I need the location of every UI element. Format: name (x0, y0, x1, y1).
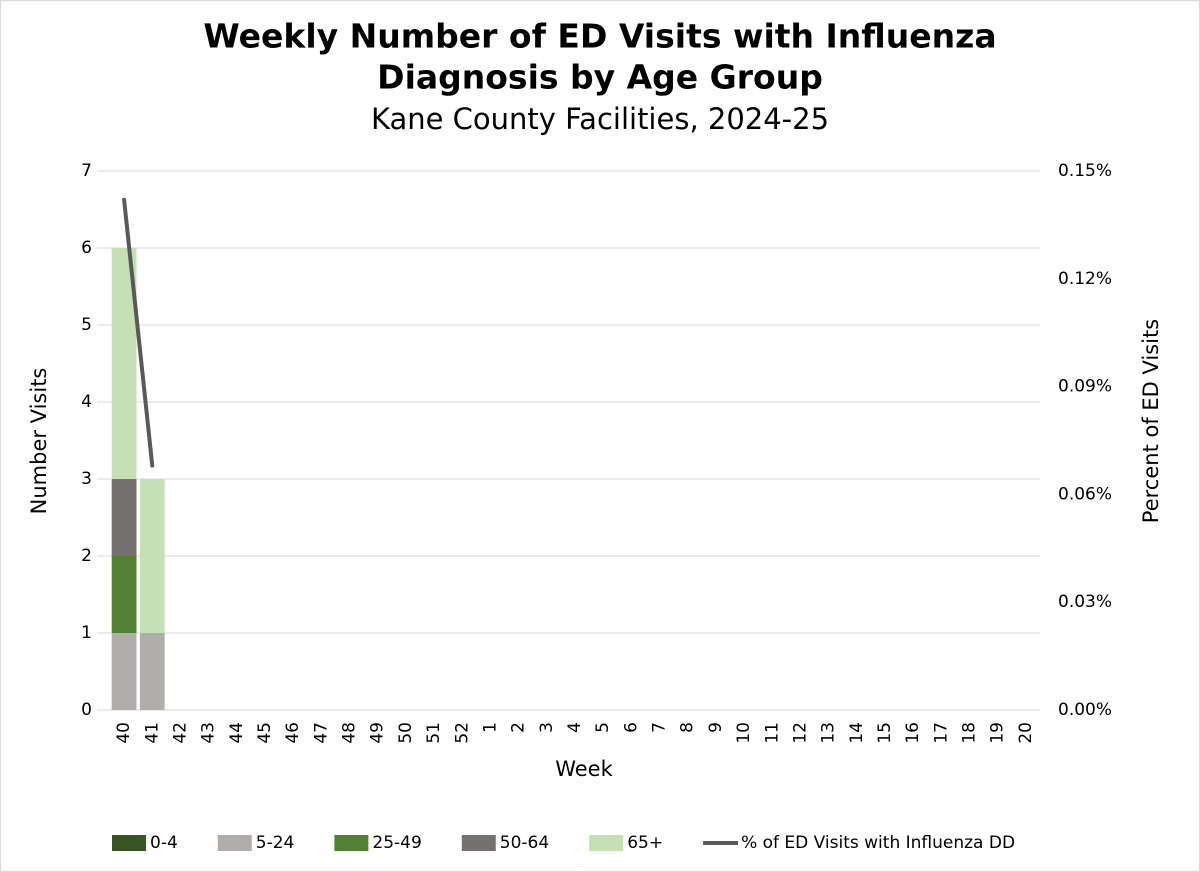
x-tick-label: 13 (819, 722, 839, 744)
y2-tick-label: 0.09% (1058, 377, 1112, 397)
y2-tick-label: 0.15% (1058, 161, 1112, 181)
x-tick-label: 19 (988, 722, 1008, 744)
x-tick-label: 3 (537, 722, 557, 733)
x-tick-label: 5 (593, 722, 613, 733)
x-tick-label: 50 (396, 722, 416, 744)
y-tick-label: 5 (81, 315, 92, 335)
x-tick-label: 7 (650, 722, 670, 733)
x-axis-label: Week (555, 757, 613, 781)
y-tick-label: 2 (81, 546, 92, 566)
legend-swatch (112, 835, 146, 851)
legend-swatch (334, 835, 369, 851)
x-tick-label: 1 (480, 722, 500, 733)
y-axis-label: Number Visits (27, 368, 51, 515)
x-tick-label: 17 (931, 722, 951, 744)
legend-label: 25-49 (372, 833, 421, 853)
y2-tick-label: 0.12% (1058, 269, 1112, 289)
x-tick-label: 47 (311, 722, 331, 744)
x-tick-label: 40 (114, 722, 134, 744)
y-tick-label: 0 (81, 700, 92, 720)
x-tick-label: 6 (621, 722, 641, 733)
x-tick-label: 2 (509, 722, 529, 733)
legend-label: 0-4 (150, 833, 178, 853)
legend-swatch (217, 835, 252, 851)
legend-label: % of ED Visits with Influenza DD (741, 833, 1015, 853)
x-tick-label: 45 (255, 722, 275, 744)
x-tick-label: 44 (227, 722, 247, 744)
x-tick-label: 16 (903, 722, 923, 744)
x-tick-label: 52 (452, 722, 472, 744)
bar-segment (139, 633, 165, 710)
x-tick-label: 46 (283, 722, 303, 744)
y-tick-label: 7 (81, 161, 92, 181)
x-tick-label: 14 (847, 722, 867, 744)
bar-segment (111, 633, 137, 710)
chart-title: Weekly Number of ED Visits with Influenz… (203, 17, 996, 56)
legend-swatch (589, 835, 624, 851)
y2-tick-label: 0.03% (1058, 592, 1112, 612)
x-tick-label: 51 (424, 722, 444, 744)
x-tick-label: 43 (199, 722, 219, 744)
x-tick-label: 11 (762, 722, 782, 744)
x-tick-label: 41 (142, 722, 162, 744)
legend-label: 65+ (627, 833, 663, 853)
y-tick-label: 4 (81, 392, 92, 412)
y-tick-label: 6 (81, 238, 92, 258)
bar-segment (111, 479, 137, 556)
x-tick-label: 18 (960, 722, 980, 744)
chart-subtitle: Kane County Facilities, 2024-25 (371, 102, 829, 136)
x-tick-label: 10 (734, 722, 754, 744)
x-tick-label: 48 (340, 722, 360, 744)
y2-tick-label: 0.06% (1058, 484, 1112, 504)
y-tick-label: 1 (81, 623, 92, 643)
x-tick-label: 8 (678, 722, 698, 733)
y2-tick-label: 0.00% (1058, 700, 1112, 720)
x-tick-label: 4 (565, 722, 585, 733)
bar-segment (111, 556, 137, 633)
y2-axis-label: Percent of ED Visits (1139, 319, 1163, 523)
x-tick-label: 49 (368, 722, 388, 744)
x-tick-label: 12 (790, 722, 810, 744)
bar-segment (139, 479, 165, 633)
x-tick-label: 42 (170, 722, 190, 744)
x-tick-label: 20 (1016, 722, 1036, 744)
x-tick-label: 9 (706, 722, 726, 733)
legend-swatch (461, 835, 496, 851)
chart-title: Diagnosis by Age Group (377, 58, 823, 97)
legend-label: 5-24 (256, 833, 295, 853)
line-series (122, 197, 155, 468)
legend-label: 50-64 (500, 833, 549, 853)
x-tick-label: 15 (875, 722, 895, 744)
y-tick-label: 3 (81, 469, 92, 489)
